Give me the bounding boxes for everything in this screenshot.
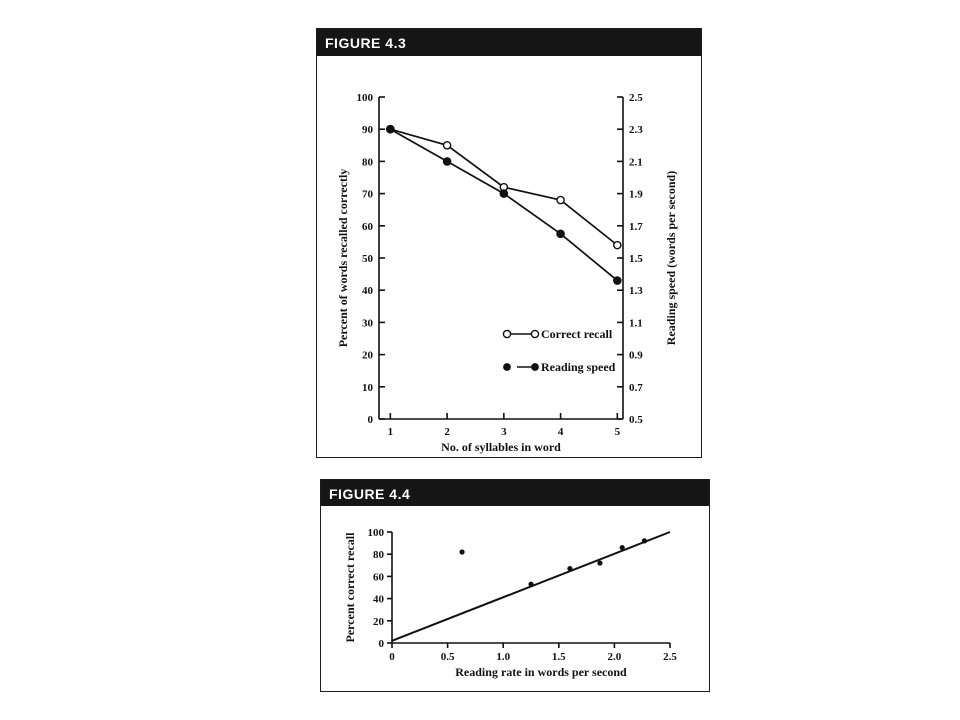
x-tick-label: 0 — [389, 651, 395, 663]
y-axis-title: Percent correct recall — [343, 532, 357, 643]
figure-4-3-panel: FIGURE 4.3 0 10 20 30 40 50 60 70 80 90 100 0.5 0.7 0… — [316, 28, 702, 458]
y-axis-title: Percent of words recalled correctly — [336, 169, 350, 348]
y-tick-label: 0 — [379, 638, 385, 650]
x-tick-label: 2.5 — [663, 651, 677, 663]
x-tick-label: 5 — [615, 426, 621, 438]
y-tick-label: 70 — [362, 189, 374, 201]
x-tick-label: 3 — [501, 426, 507, 438]
legend-marker — [503, 363, 511, 371]
x-tick-label: 4 — [558, 426, 564, 438]
data-point — [442, 141, 452, 150]
x-tick-label: 1.5 — [552, 651, 566, 663]
figure-label: FIGURE 4.3 — [317, 29, 701, 56]
x-axis-title: Reading rate in words per second — [455, 665, 627, 679]
x-tick-label: 2 — [444, 426, 450, 438]
data-point — [556, 229, 565, 239]
data-point — [567, 566, 573, 572]
y-tick-label: 40 — [373, 594, 385, 606]
y2-tick-label: 0.7 — [629, 382, 643, 394]
data-point — [556, 195, 565, 205]
y2-tick-label: 0.5 — [629, 414, 643, 426]
y2-tick-label: 1.3 — [629, 285, 643, 297]
data-point — [528, 581, 534, 587]
x-tick-label: 1 — [388, 426, 394, 438]
legend-label: Reading speed — [541, 360, 616, 374]
data-point — [641, 538, 648, 544]
y2-tick-label: 2.1 — [629, 156, 643, 168]
y-tick-label: 50 — [362, 253, 374, 265]
y-tick-label: 80 — [373, 549, 385, 561]
series-line-2 — [389, 128, 618, 282]
figure-label: FIGURE 4.4 — [321, 480, 709, 506]
y-tick-label: 10 — [362, 382, 374, 394]
y-tick-label: 80 — [362, 156, 374, 168]
legend-marker — [502, 329, 512, 339]
y2-tick-label: 2.3 — [629, 124, 643, 136]
y2-tick-label: 1.5 — [629, 253, 643, 265]
data-point — [386, 124, 395, 134]
y-tick-label: 60 — [373, 571, 385, 583]
figure-4-4-panel: FIGURE 4.4 0 20 40 60 80 100 0 0.5 1.0 1.5 2.0 2.5 R… — [320, 479, 710, 692]
y2-axis-title: Reading speed (words per second) — [664, 171, 678, 345]
legend-marker — [531, 363, 539, 371]
data-point — [597, 560, 603, 566]
legend-marker — [530, 329, 540, 339]
y-tick-label: 90 — [362, 124, 374, 136]
y2-tick-label: 1.7 — [629, 221, 643, 233]
y-tick-label: 20 — [373, 616, 385, 628]
data-point — [613, 276, 622, 285]
x-tick-label: 0.5 — [441, 651, 455, 663]
data-point — [442, 157, 452, 166]
figure-4-4-chart: 0 20 40 60 80 100 0 0.5 1.0 1.5 2.0 2.5 Reading rate… — [343, 527, 677, 679]
y2-tick-label: 1.1 — [629, 317, 643, 329]
y2-tick-label: 2.5 — [629, 92, 643, 104]
data-point — [459, 549, 465, 555]
legend-label: Correct recall — [541, 327, 613, 341]
data-point — [499, 189, 509, 198]
figure-4-3-chart: 0 10 20 30 40 50 60 70 80 90 100 0.5 0.7 0.9 1.1 1.3 1.5… — [336, 92, 678, 454]
x-tick-label: 2.0 — [608, 651, 622, 663]
y-tick-label: 40 — [362, 285, 374, 297]
y-tick-label: 100 — [357, 92, 374, 104]
x-axis-title: No. of syllables in word — [441, 440, 561, 454]
y-tick-label: 0 — [368, 414, 374, 426]
y-tick-label: 100 — [368, 527, 385, 539]
y2-tick-label: 0.9 — [629, 350, 643, 362]
y-tick-label: 60 — [362, 221, 374, 233]
y-tick-label: 20 — [362, 350, 374, 362]
y2-tick-label: 1.9 — [629, 189, 643, 201]
x-tick-label: 1.0 — [496, 651, 510, 663]
data-point — [613, 240, 622, 250]
y-tick-label: 30 — [362, 317, 374, 329]
data-point — [619, 544, 625, 551]
